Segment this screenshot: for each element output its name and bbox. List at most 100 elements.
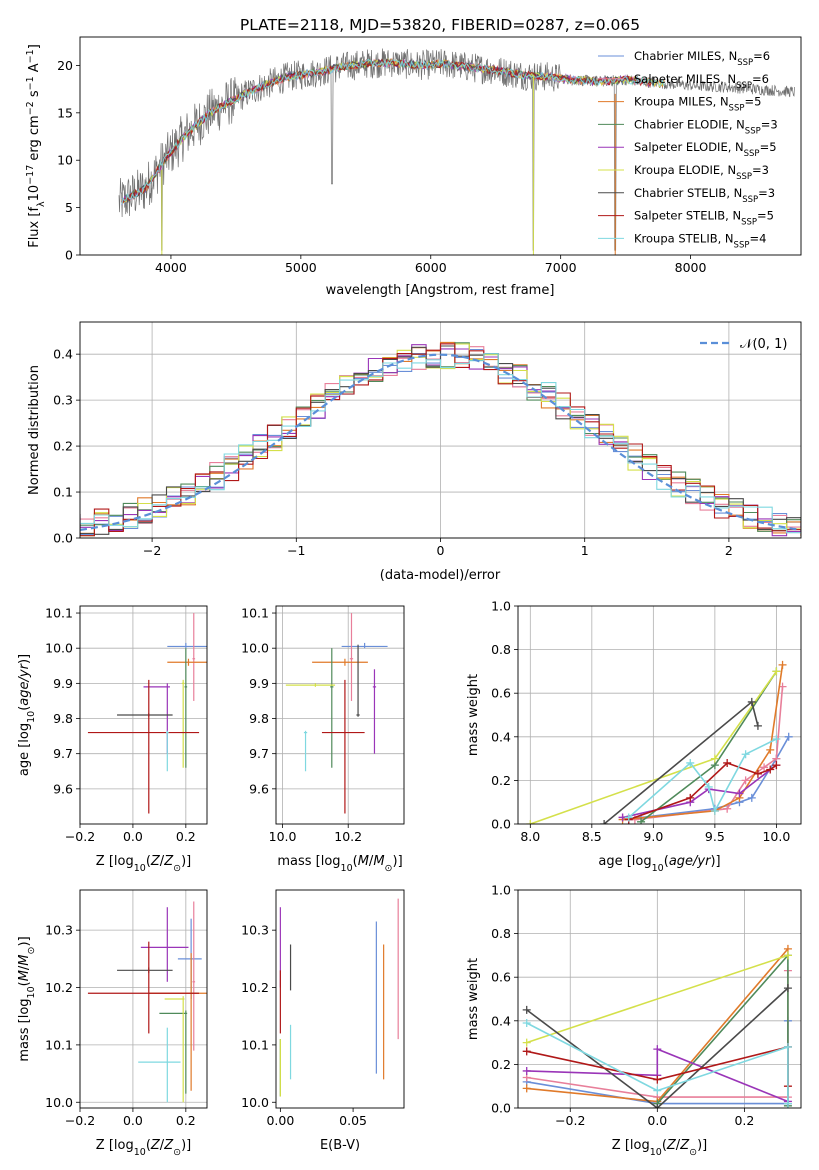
legend-label-salpeter-miles: Salpeter MILES, NSSP=6 — [634, 72, 769, 91]
legend-text: =5 — [744, 95, 761, 109]
y-tick-label: 9.7 — [249, 746, 269, 761]
weight-line-salpeter-miles — [622, 686, 784, 821]
x-tick-label: −1 — [287, 543, 305, 558]
x-tick-label: 0.0 — [647, 1113, 667, 1128]
legend-text: =3 — [758, 186, 775, 200]
label-part: Z — [679, 1138, 690, 1153]
x-axis-label: Z [log10(Z/Z⊙)] — [96, 854, 191, 874]
legend-text: =3 — [752, 163, 769, 177]
weight-marker-salpeter-stelib — [766, 765, 775, 774]
y-tick-label: 0.8 — [491, 642, 511, 657]
label-part: λ — [36, 201, 47, 207]
age-vs-mass-panel: 10.0 10.2 9.6 9.7 9.8 9.9 10.0 10.1 mass [log10(… — [241, 606, 405, 874]
legend-text: =3 — [761, 117, 778, 131]
y-tick-label: 15 — [57, 105, 73, 120]
normal-curve — [80, 353, 801, 531]
label-part: ( — [664, 854, 669, 869]
x-tick-label: 10.2 — [334, 829, 362, 844]
weight-marker-kroupa-elodie — [783, 951, 792, 960]
plot-area — [87, 613, 207, 814]
x-tick-label: −2 — [143, 543, 161, 558]
x-axis-label: E(B-V) — [320, 1138, 360, 1153]
mass-vs-extinction-panel: 0.00 0.05 10.0 10.1 10.2 10.3 E(B-V) — [241, 889, 405, 1153]
legend-text: Kroupa STELIB, N — [634, 231, 734, 245]
weight-marker-kroupa-elodie — [526, 820, 535, 824]
x-tick-label: 8000 — [675, 260, 707, 275]
weight-marker-kroupa-stelib — [624, 813, 633, 822]
label-part: 10 — [134, 1147, 146, 1158]
label-part: / — [160, 1138, 165, 1153]
label-part: 10 — [26, 986, 37, 998]
label-part: age [log — [17, 723, 32, 776]
weight-marker-kroupa-elodie — [522, 1038, 531, 1047]
plot-area — [279, 898, 399, 1097]
y-axis-label: mass [log10(M/M⊙)] — [17, 936, 37, 1061]
label-part: ( — [662, 1138, 667, 1153]
x-axis-label: Z [log10(Z/Z⊙)] — [612, 1138, 707, 1158]
label-part: ( — [146, 1138, 151, 1153]
label-part: ⊙ — [689, 1147, 697, 1158]
y-tick-label: 10.1 — [45, 1037, 73, 1052]
y-axis-label: mass weight — [466, 674, 481, 756]
weight-marker-kroupa-stelib — [653, 1086, 662, 1095]
y-tick-label: 0.6 — [491, 970, 511, 985]
y-axis-label: Normed distribution — [27, 365, 42, 495]
legend-text: Salpeter MILES, N — [634, 72, 736, 86]
y-tick-label: 0.0 — [53, 531, 73, 546]
legend-text: =5 — [760, 140, 777, 154]
x-tick-label: 8.0 — [520, 829, 540, 844]
label-part: Z [log — [96, 854, 134, 869]
label-part: −1 — [25, 49, 36, 63]
weight-marker-chabrier-stelib — [753, 721, 762, 730]
weight-marker-chabrier-stelib — [522, 1005, 531, 1014]
label-part: Z — [150, 854, 161, 869]
label-part: ] — [27, 44, 42, 49]
x-tick-label: −0.2 — [555, 1113, 585, 1128]
label-part: (0, 1) — [752, 337, 787, 352]
label-part: mass [log — [277, 854, 340, 869]
weight-marker-salpeter-stelib — [753, 769, 762, 778]
weight-marker-kroupa-miles — [522, 1084, 531, 1093]
x-tick-label: 9.5 — [705, 829, 725, 844]
weight-marker-kroupa-elodie — [710, 754, 719, 763]
weight-marker-salpeter-stelib — [723, 758, 732, 767]
x-tick-label: 7000 — [545, 260, 577, 275]
weight-line-chabrier-miles — [628, 736, 790, 821]
y-tick-label: 10.1 — [241, 606, 269, 621]
x-axis-label: age [log10(age/yr)] — [598, 854, 720, 874]
axes-frame — [79, 605, 208, 825]
legend-text: =4 — [749, 231, 766, 245]
y-tick-label: 0.0 — [491, 817, 511, 832]
legend-sub: SSP — [745, 126, 761, 136]
y-tick-label: 10.3 — [241, 923, 269, 938]
label-part: ( — [146, 854, 151, 869]
label-part: ⊙ — [173, 863, 181, 874]
label-part: )] — [393, 854, 403, 869]
legend-sub: SSP — [736, 172, 752, 182]
label-part: Z [log — [96, 1138, 134, 1153]
y-tick-label: 10 — [57, 153, 73, 168]
weight-line-chabrier-stelib — [526, 987, 789, 1108]
y-tick-label: 1.0 — [491, 883, 511, 898]
weight-vs-metallicity-panel: −0.2 0.0 0.20.00.20.40.60.81.0Z [log10(Z/Z… — [466, 883, 802, 1158]
y-tick-label: 10.0 — [241, 641, 269, 656]
x-axis-label: wavelength [Angstrom, rest frame] — [326, 283, 555, 298]
weight-marker-salpeter-stelib — [686, 793, 695, 802]
weight-marker-chabrier-elodie — [637, 817, 646, 824]
x-tick-label: 1 — [581, 543, 589, 558]
y-tick-label: 0.4 — [53, 347, 73, 362]
y-tick-label: 5 — [65, 200, 73, 215]
weight-marker-kroupa-elodie — [772, 667, 781, 676]
weight-marker-kroupa-stelib — [710, 806, 719, 815]
spectrum-panel: 4000 5000 6000 7000 8000 0 5 10 15 20 Chabrier MIL… — [25, 36, 802, 298]
x-tick-label: 8.5 — [582, 829, 602, 844]
weight-vs-age-panel: 8.0 8.5 9.0 9.5 10.0 0.0 0.2 0.4 0.6 0.8 1.0 age [l… — [466, 599, 802, 874]
weight-marker-chabrier-stelib — [653, 1104, 662, 1108]
label-part: age/yr — [17, 662, 32, 705]
weight-marker-kroupa-stelib — [772, 734, 781, 743]
x-tick-label: 9.0 — [643, 829, 663, 844]
y-tick-label: 0.2 — [491, 1057, 511, 1072]
legend-text: Chabrier MILES, N — [634, 49, 737, 63]
y-tick-label: 0.2 — [53, 439, 73, 454]
label-part: 10 — [341, 863, 353, 874]
